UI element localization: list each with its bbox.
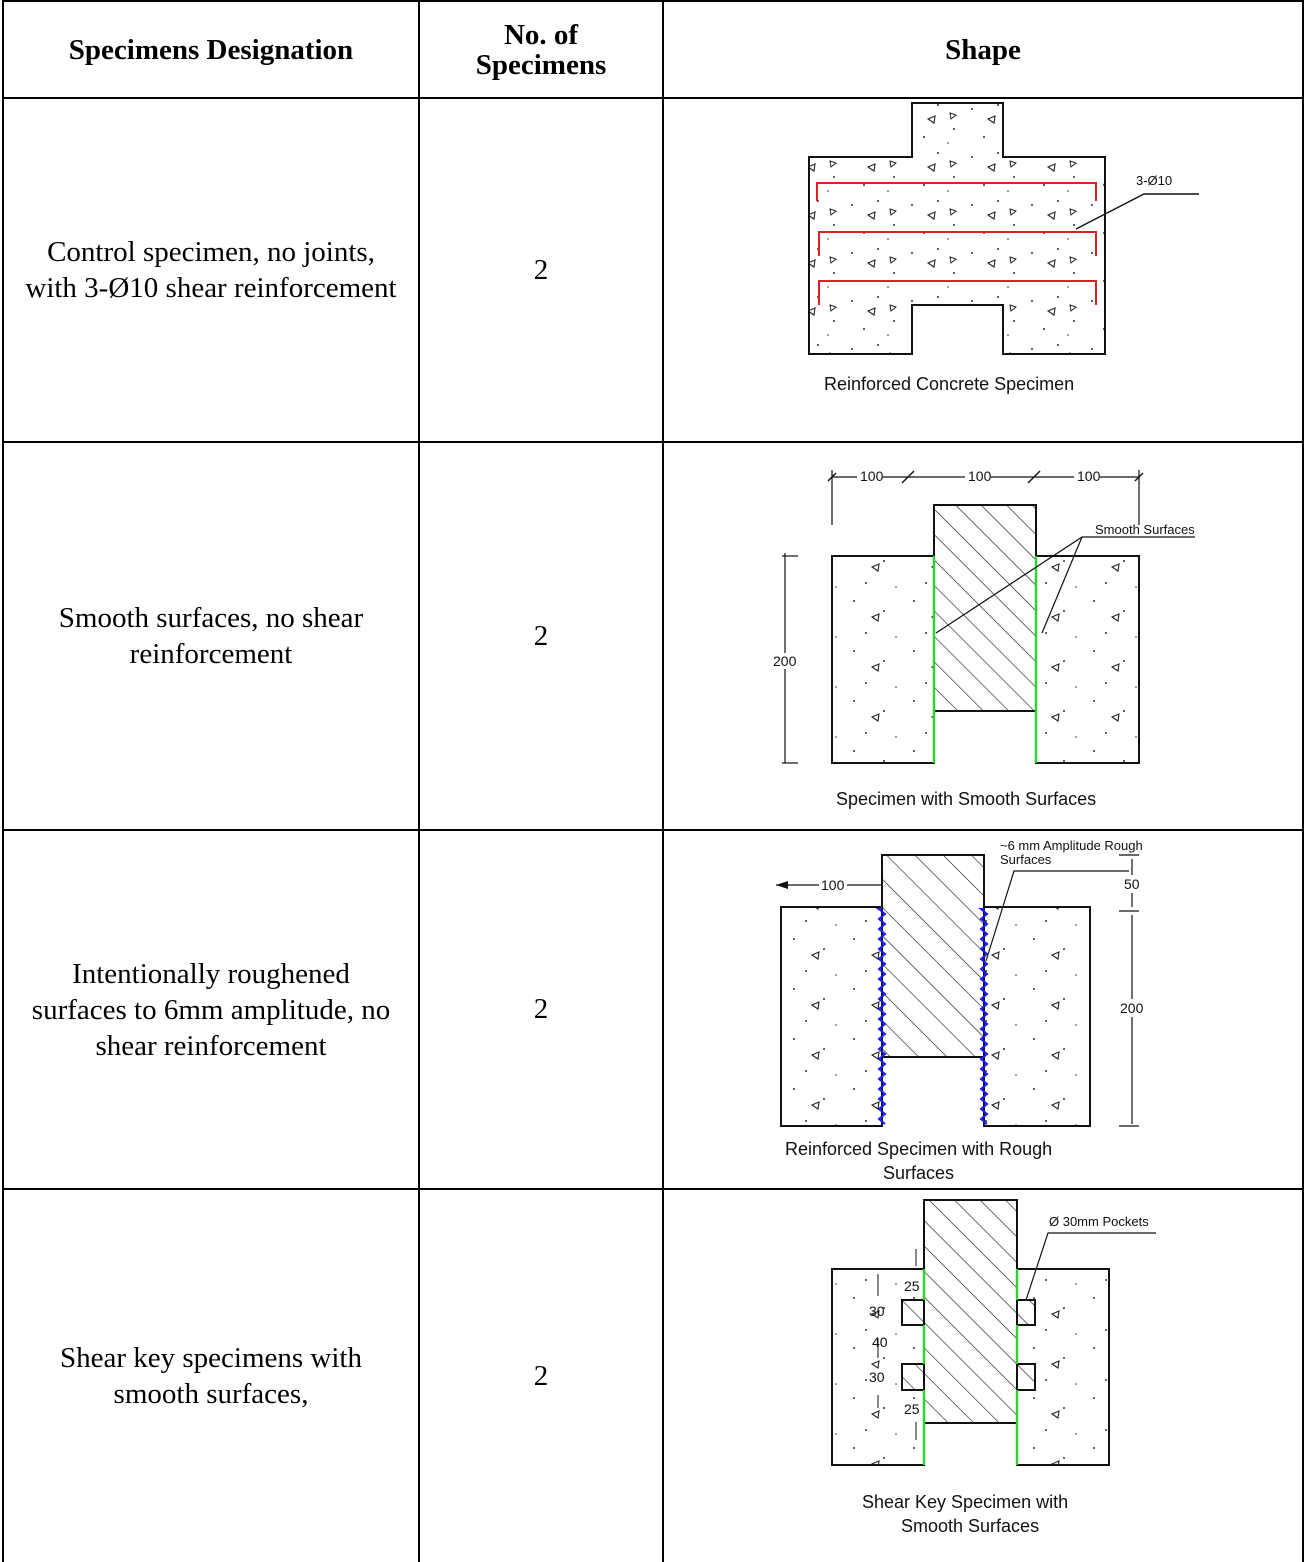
row-divider bbox=[2, 441, 1304, 443]
joint-label: Smooth Surfaces bbox=[1095, 522, 1195, 537]
designation-text: Intentionally roughened surfaces to 6mm … bbox=[31, 957, 391, 1062]
row-divider bbox=[2, 829, 1304, 831]
figure-smooth-specimen: 100 100 100 200 Smooth Surfaces Specimen… bbox=[664, 443, 1302, 829]
dim-label: 25 bbox=[904, 1278, 920, 1294]
dim-label: 100 bbox=[1077, 468, 1101, 484]
row-count: 2 bbox=[533, 253, 549, 286]
row-designation: Shear key specimens with smooth surfaces… bbox=[24, 1190, 398, 1562]
dim-label: 25 bbox=[904, 1401, 920, 1417]
column-divider bbox=[418, 0, 420, 1562]
row-count: 2 bbox=[533, 993, 549, 1025]
table-border-right bbox=[1302, 0, 1304, 1562]
dim-label: 100 bbox=[821, 877, 845, 893]
header-count-text: No. of Specimens bbox=[475, 18, 607, 81]
dim-label: 30 bbox=[869, 1369, 885, 1385]
figure-caption: Reinforced Concrete Specimen bbox=[824, 374, 1074, 394]
figure-rough-specimen: 100 50 200 ~6 mm Amplitude Rough Surface… bbox=[664, 831, 1302, 1188]
figure-caption-line1: Reinforced Specimen with Rough bbox=[785, 1139, 1052, 1159]
joint-label-line2: Surfaces bbox=[1000, 852, 1052, 867]
column-divider bbox=[662, 0, 664, 1562]
joint-label-line1: ~6 mm Amplitude Rough bbox=[1000, 838, 1143, 853]
middle-block bbox=[881, 854, 985, 1058]
dim-label: 100 bbox=[968, 468, 992, 484]
left-block bbox=[831, 555, 935, 764]
dim-label: 200 bbox=[1120, 1000, 1144, 1016]
dim-label: 30 bbox=[869, 1303, 885, 1319]
designation-text: Smooth surfaces, no shear reinforcement bbox=[58, 602, 364, 670]
row-count: 2 bbox=[533, 619, 549, 652]
designation-text: Shear key specimens with smooth surfaces… bbox=[59, 1342, 362, 1410]
pocket-label: Ø 30mm Pockets bbox=[1049, 1214, 1149, 1229]
row-designation: Intentionally roughened surfaces to 6mm … bbox=[24, 831, 398, 1188]
table-border-top bbox=[2, 0, 1304, 2]
right-block bbox=[983, 906, 1091, 1127]
row-divider bbox=[2, 97, 1304, 99]
row-divider bbox=[2, 1188, 1304, 1190]
rebar-label: 3-Ø10 bbox=[1136, 173, 1172, 188]
table-border-left bbox=[2, 0, 4, 1562]
header-count: No. of Specimens bbox=[420, 2, 662, 97]
right-block bbox=[1035, 555, 1140, 764]
row-designation: Smooth surfaces, no shear reinforcement bbox=[24, 443, 398, 829]
header-designation: Specimens Designation bbox=[68, 33, 354, 66]
dim-label: 50 bbox=[1124, 876, 1140, 892]
dim-label: 100 bbox=[860, 468, 884, 484]
designation-text: Control specimen, no joints, with 3-Ø10 … bbox=[25, 236, 397, 304]
dim-label: 40 bbox=[872, 1334, 888, 1350]
left-block bbox=[780, 906, 883, 1127]
header-shape: Shape bbox=[945, 33, 1021, 66]
middle-block bbox=[933, 504, 1037, 712]
figure-caption-line2: Smooth Surfaces bbox=[901, 1516, 1039, 1536]
rebar bbox=[818, 280, 1097, 305]
row-count: 2 bbox=[533, 1359, 549, 1392]
figure-reinforced-specimen: 3-Ø10 Reinforced Concrete Specimen bbox=[664, 99, 1302, 441]
figure-shear-key-specimen: 25 30 40 30 25 Ø 30mm Pockets Shear Key … bbox=[664, 1190, 1302, 1562]
rebar bbox=[818, 231, 1097, 256]
rebar bbox=[816, 182, 1097, 201]
middle-block bbox=[901, 1199, 1036, 1424]
specimen-outline bbox=[808, 102, 1106, 355]
figure-caption-line1: Shear Key Specimen with bbox=[862, 1492, 1068, 1512]
figure-caption-line2: Surfaces bbox=[883, 1163, 954, 1183]
row-designation: Control specimen, no joints, with 3-Ø10 … bbox=[24, 99, 398, 441]
dim-label: 200 bbox=[773, 653, 797, 669]
figure-caption: Specimen with Smooth Surfaces bbox=[836, 789, 1096, 809]
